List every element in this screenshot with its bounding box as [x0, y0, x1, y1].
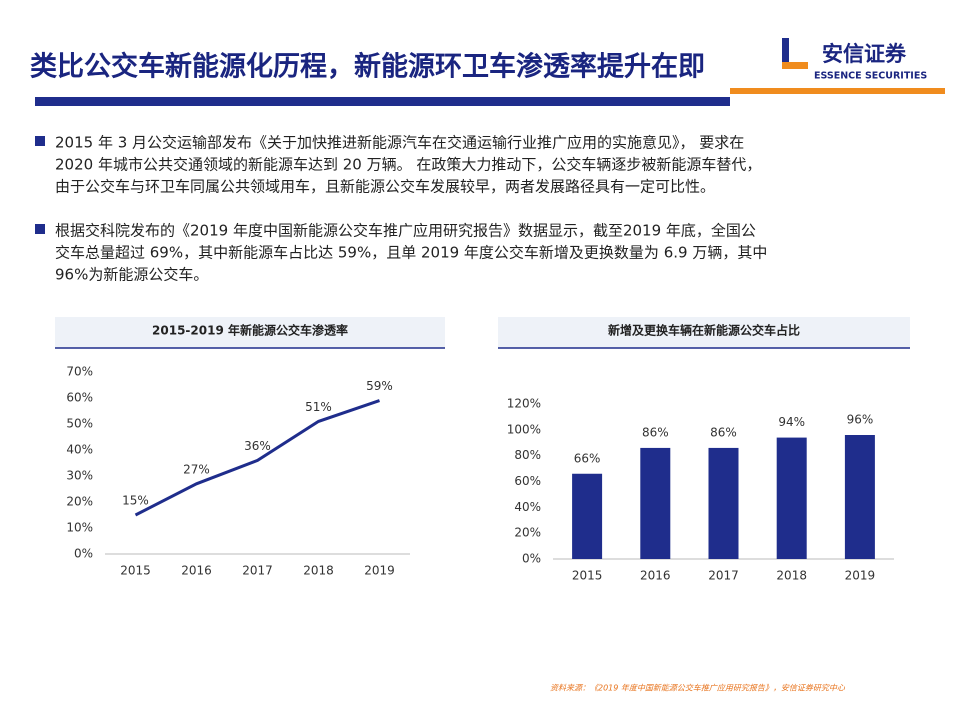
data-label: 66%	[574, 451, 601, 465]
y-tick-label: 0%	[74, 547, 93, 561]
y-tick-label: 70%	[66, 365, 93, 379]
data-label: 51%	[305, 400, 332, 414]
chart-title-band	[498, 317, 910, 348]
bullet-text: 2015 年 3 月公交运输部发布《关于加快推进新能源汽车在交通运输行业推广应用…	[55, 134, 744, 152]
y-tick-label: 80%	[514, 448, 541, 462]
bullet-text: 交车总量超过 69%，其中新能源车占比达 59%，且单 2019 年度公交车新增…	[55, 244, 767, 262]
x-tick-label: 2015	[120, 564, 151, 578]
y-tick-label: 40%	[66, 443, 93, 457]
x-tick-label: 2019	[845, 569, 876, 583]
data-label: 59%	[366, 379, 393, 393]
data-label: 86%	[710, 425, 737, 439]
x-tick-label: 2017	[708, 569, 739, 583]
bullet-text: 根据交科院发布的《2019 年度中国新能源公交车推广应用研究报告》数据显示，截至…	[55, 222, 756, 240]
y-tick-label: 20%	[66, 495, 93, 509]
y-tick-label: 100%	[507, 422, 541, 436]
chart-title: 新增及更换车辆在新能源公交车占比	[608, 323, 800, 338]
y-tick-label: 50%	[66, 417, 93, 431]
data-label: 36%	[244, 439, 271, 453]
data-label: 86%	[642, 425, 669, 439]
y-tick-label: 60%	[514, 474, 541, 488]
bullet-text: 96%为新能源公交车。	[55, 266, 208, 284]
y-tick-label: 20%	[514, 526, 541, 540]
y-tick-label: 0%	[522, 552, 541, 566]
x-tick-label: 2018	[303, 564, 334, 578]
logo-text: 安信证券	[822, 42, 907, 66]
y-tick-label: 120%	[507, 397, 541, 411]
data-label: 15%	[122, 494, 149, 508]
data-label: 94%	[778, 415, 805, 429]
bullet-text: 2020 年城市公共交通领域的新能源车达到 20 万辆。 在政策大力推动下，公交…	[55, 156, 761, 174]
data-label: 27%	[183, 462, 210, 476]
logo-mark	[782, 62, 808, 69]
logo-text-en: ESSENCE SECURITIES	[814, 71, 927, 82]
chart-title-band	[55, 317, 445, 348]
bar	[572, 473, 603, 559]
data-label: 96%	[847, 413, 874, 427]
chart-title: 2015-2019 年新能源公交车渗透率	[152, 323, 348, 338]
x-tick-label: 2019	[364, 564, 395, 578]
bullet-marker	[35, 224, 45, 234]
bar	[640, 447, 671, 559]
y-tick-label: 40%	[514, 500, 541, 514]
x-tick-label: 2016	[181, 564, 212, 578]
bullet-marker	[35, 136, 45, 146]
bar	[844, 435, 875, 559]
bullet-text: 由于公交车与环卫车同属公共领域用车，且新能源公交车发展较早，两者发展路径具有一定…	[55, 178, 715, 196]
y-tick-label: 30%	[66, 469, 93, 483]
line	[134, 399, 380, 517]
bar	[776, 437, 807, 559]
slide-title: 类比公交车新能源化历程，新能源环卫车渗透率提升在即	[30, 51, 705, 83]
x-tick-label: 2016	[640, 569, 671, 583]
source-note: 资料来源：《2019 年度中国新能源公交车推广应用研究报告》，安信证券研究中心	[550, 684, 846, 693]
accent-bar	[730, 88, 945, 94]
title-bar	[35, 97, 730, 106]
x-tick-label: 2015	[572, 569, 603, 583]
x-tick-label: 2017	[242, 564, 273, 578]
bar	[708, 447, 739, 559]
y-tick-label: 60%	[66, 391, 93, 405]
y-tick-label: 10%	[66, 521, 93, 535]
logo-mark	[782, 38, 789, 66]
x-tick-label: 2018	[776, 569, 807, 583]
